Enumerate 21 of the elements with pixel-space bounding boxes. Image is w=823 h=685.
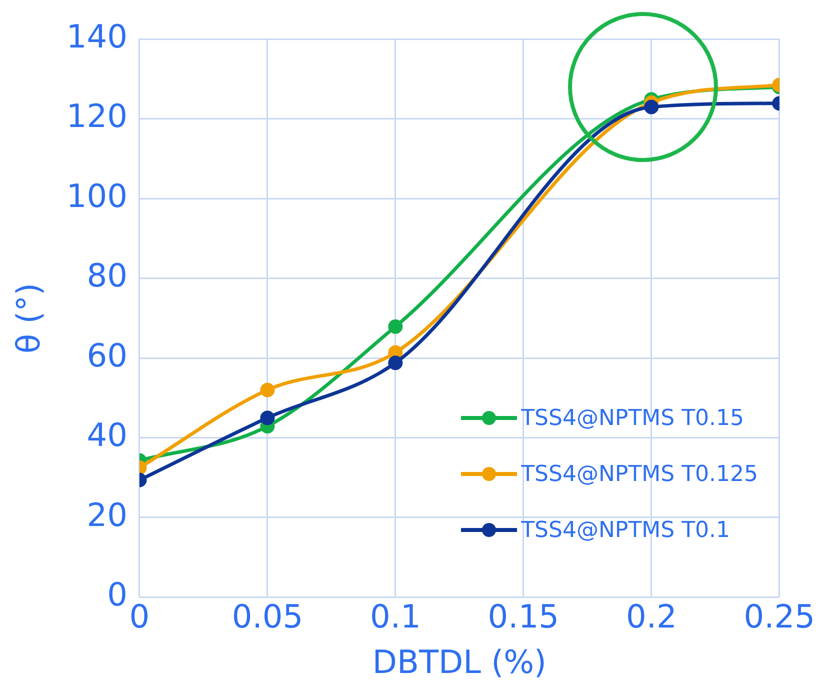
y-tick-label: 60	[86, 336, 128, 374]
legend-label: TSS4@NPTMS T0.15	[521, 406, 744, 430]
y-tick-label: 100	[66, 176, 128, 215]
y-axis-title: θ (°)	[10, 282, 48, 354]
x-tick-label: 0.1	[370, 598, 421, 636]
point	[388, 319, 403, 334]
y-tick-label: 80	[86, 256, 128, 295]
y-tick-label: 20	[86, 496, 128, 534]
x-tick-label: 0.05	[232, 598, 304, 636]
point	[388, 356, 403, 370]
x-tick-label: 0.2	[626, 598, 677, 636]
x-tick-label: 0.15	[488, 598, 560, 636]
y-tick-label: 40	[86, 416, 128, 454]
legend-label: TSS4@NPTMS T0.1	[521, 518, 730, 542]
legend-label: TSS4@NPTMS T0.125	[521, 462, 758, 486]
y-tick-label: 140	[66, 18, 128, 56]
point	[260, 382, 275, 398]
point	[260, 410, 275, 426]
x-axis-title: DBTDL (%)	[372, 643, 547, 682]
y-tick-label: 120	[66, 97, 128, 136]
x-tick-label: 0.25	[744, 598, 815, 636]
